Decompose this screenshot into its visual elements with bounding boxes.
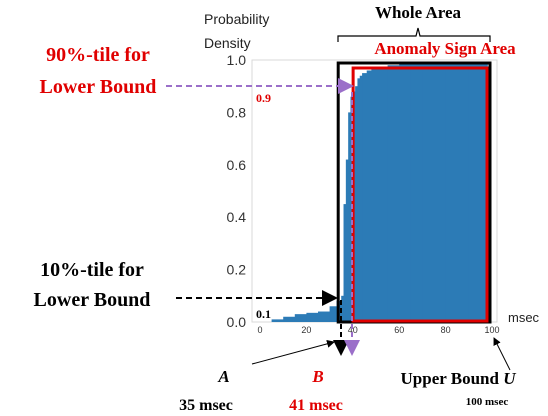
cdf-bar bbox=[329, 306, 338, 322]
cdf-bar bbox=[468, 63, 488, 323]
cdf-bar bbox=[422, 63, 447, 323]
x-tick-label: 60 bbox=[394, 325, 404, 335]
a-value: 35 msec bbox=[179, 397, 233, 414]
cdf-bar bbox=[399, 63, 412, 323]
x-tick-label: 0 bbox=[257, 325, 262, 335]
p10-label-line2: Lower Bound bbox=[34, 289, 151, 311]
y-tick-label: 0.2 bbox=[227, 262, 247, 278]
cdf-bar bbox=[366, 70, 372, 322]
cdf-bar bbox=[348, 112, 351, 323]
y-tick-label: 0.0 bbox=[227, 314, 247, 330]
y-axis-label-line1: Probability bbox=[204, 11, 269, 27]
upper-pointer bbox=[493, 337, 511, 371]
a-label: A bbox=[217, 367, 229, 386]
p10-value: 0.1 bbox=[256, 307, 271, 321]
p90-label-line2: Lower Bound bbox=[40, 76, 157, 98]
y-tick-layer: 0.0 0.2 0.4 0.6 0.8 1.0 bbox=[227, 52, 247, 330]
y-tick-label: 0.4 bbox=[227, 209, 247, 225]
x-tick-label: 20 bbox=[301, 325, 311, 335]
cdf-bar bbox=[318, 311, 331, 322]
y-axis-label-line2: Density bbox=[204, 35, 251, 51]
cdf-bar bbox=[387, 65, 400, 323]
cdf-bar bbox=[341, 295, 345, 322]
cdf-bar bbox=[283, 316, 296, 322]
cdf-bar bbox=[294, 314, 307, 322]
x-tick-label: 40 bbox=[348, 325, 358, 335]
cdf-bar bbox=[410, 63, 423, 323]
p90-value: 0.9 bbox=[256, 91, 271, 105]
cdf-bar bbox=[355, 86, 358, 322]
cdf-bar bbox=[343, 204, 347, 322]
y-tick-label: 1.0 bbox=[227, 52, 247, 68]
a-pointer bbox=[251, 339, 335, 365]
x-axis-unit: msec bbox=[508, 310, 540, 325]
upper-bound-value: 100 msec bbox=[466, 396, 509, 408]
p10-label-line1: 10%-tile for bbox=[40, 259, 144, 281]
y-tick-label: 0.6 bbox=[227, 157, 247, 173]
cdf-bar bbox=[345, 159, 349, 322]
cdf-bar bbox=[362, 73, 368, 322]
cdf-bar bbox=[357, 78, 361, 322]
y-tick-label: 0.8 bbox=[227, 104, 247, 120]
cdf-bar bbox=[371, 67, 377, 322]
whole-area-bracket bbox=[337, 27, 491, 42]
x-tick-layer: 0 20 40 60 80 100 bbox=[257, 325, 499, 335]
cdf-bar bbox=[445, 63, 470, 323]
upper-bound-label: Upper Bound U bbox=[401, 369, 517, 388]
cdf-bar bbox=[306, 312, 319, 322]
anomaly-sign-area-box bbox=[351, 66, 489, 323]
x-tick-label: 80 bbox=[441, 325, 451, 335]
whole-area-label: Whole Area bbox=[375, 3, 462, 22]
b-label: B bbox=[311, 367, 323, 386]
cdf-bar bbox=[271, 319, 284, 322]
b-value: 41 msec bbox=[289, 397, 343, 414]
anomaly-area-label: Anomaly Sign Area bbox=[374, 39, 516, 58]
cdf-bar bbox=[376, 66, 389, 322]
cdf-bar bbox=[359, 75, 363, 322]
p90-label-line1: 90%-tile for bbox=[46, 44, 150, 66]
cdf-area-layer bbox=[271, 63, 488, 323]
x-tick-label: 100 bbox=[484, 325, 499, 335]
